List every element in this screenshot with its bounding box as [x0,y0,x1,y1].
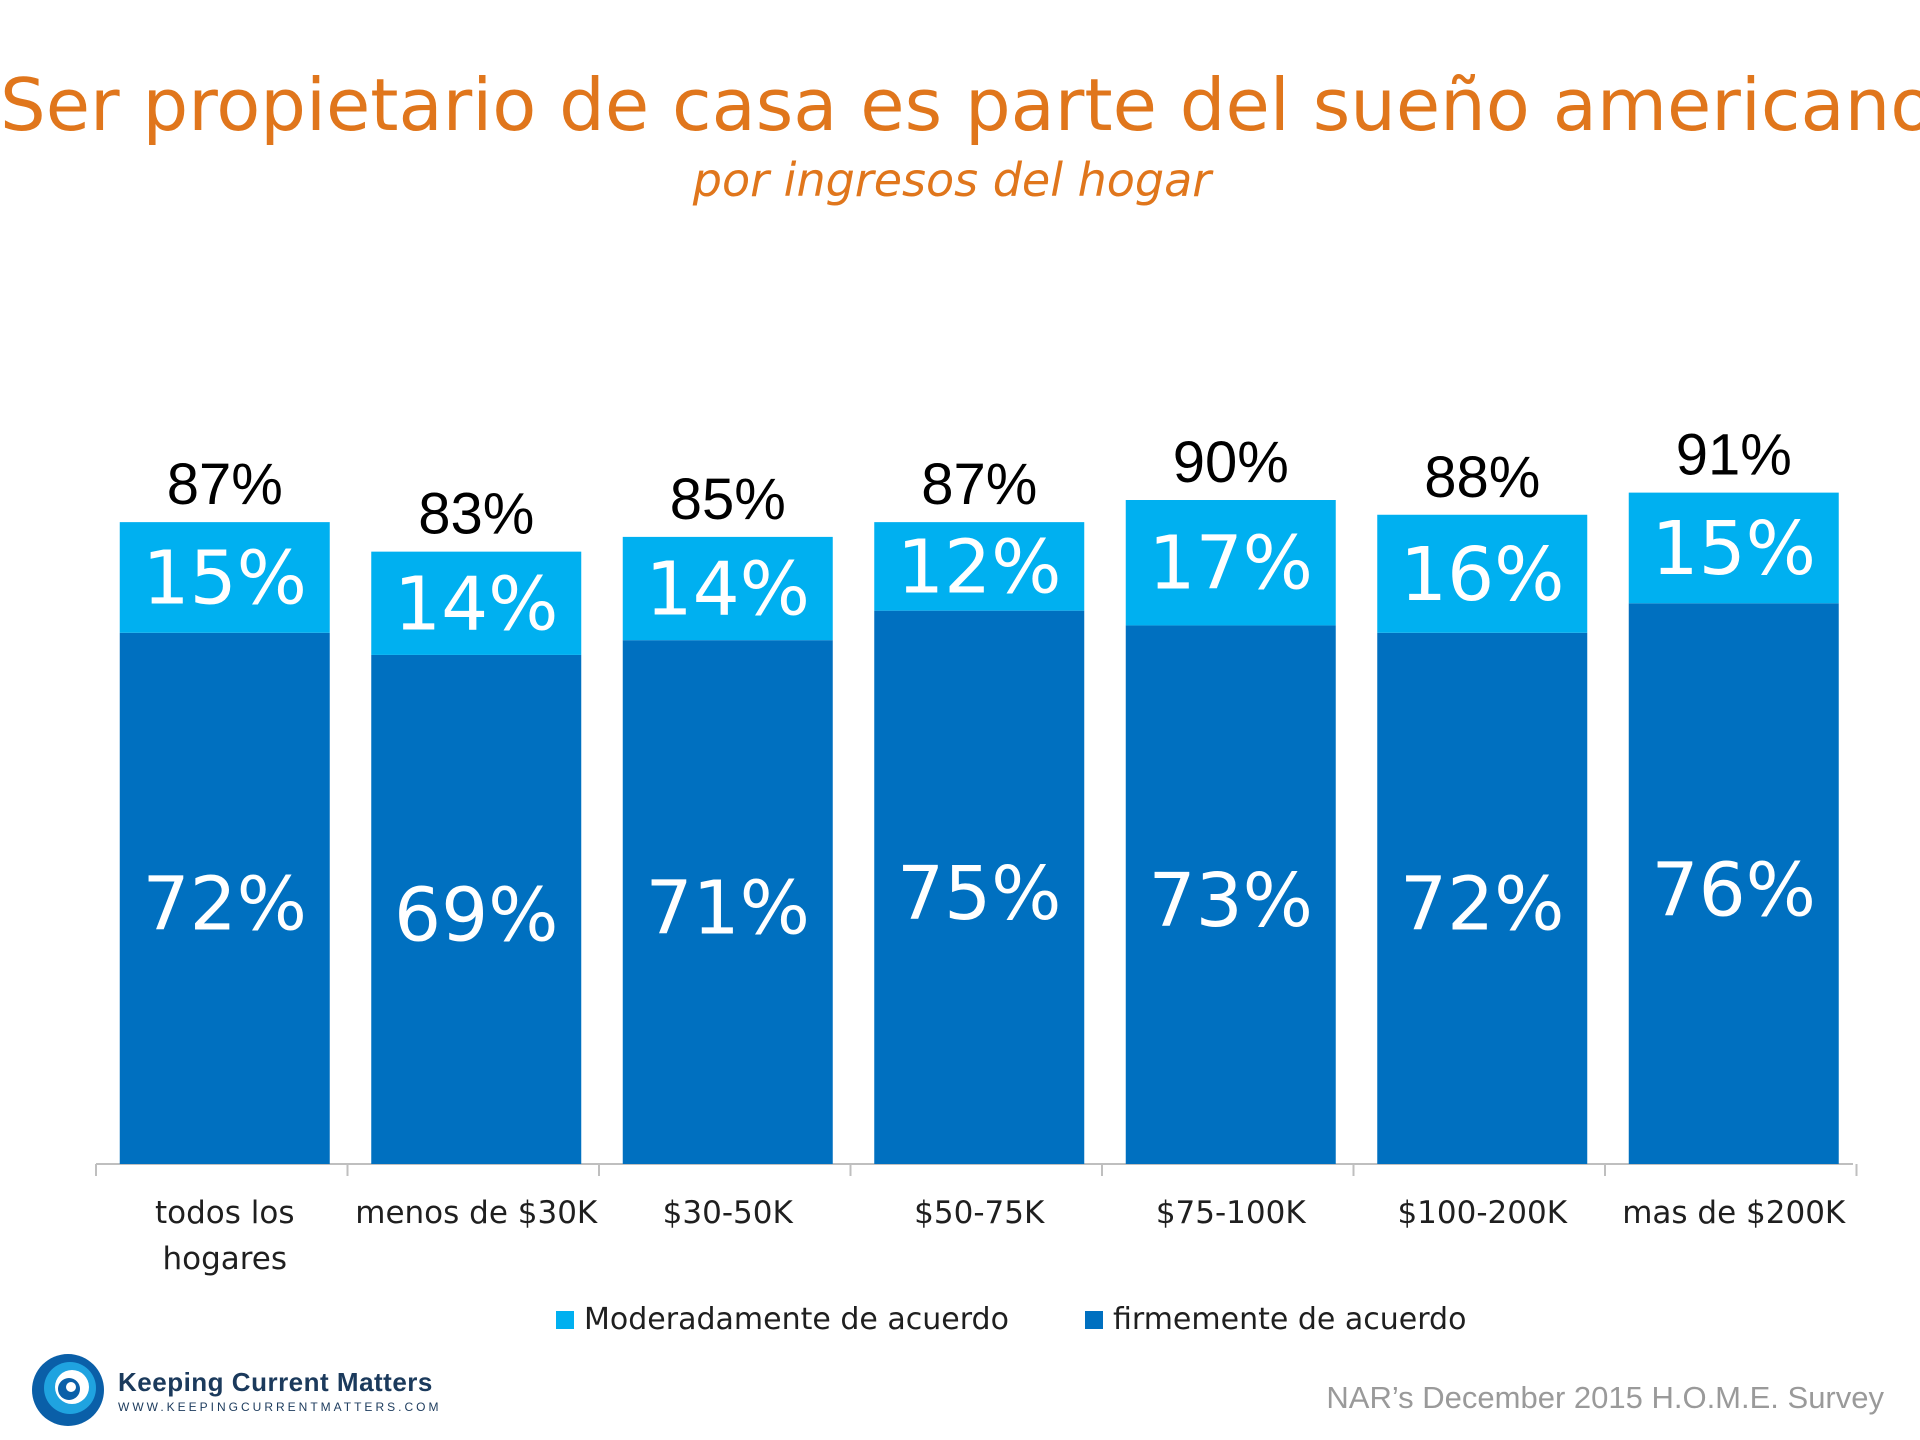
source-note: NAR’s December 2015 H.O.M.E. Survey [1326,1380,1884,1415]
data-label-strong: 72% [143,862,307,948]
x-tick-label: hogares [162,1241,287,1277]
chart-title: Ser propietario de casa es parte del sue… [0,63,1920,147]
data-label-strong: 75% [897,851,1061,937]
data-label-moderate: 12% [897,524,1061,610]
bar-strong [1628,603,1839,1164]
legend-item-strong: firmemente de acuerdo [1085,1302,1466,1337]
data-label-total: 85% [670,467,786,532]
x-tick-label: todos los [155,1195,295,1231]
swirl-logo-icon [32,1354,104,1426]
company-logo: Keeping Current Matters WWW.KEEPINGCURRE… [30,1352,441,1428]
x-tick-label: $30-50K [663,1195,794,1231]
x-tick-label: menos de $30K [355,1195,598,1231]
data-label-total: 88% [1424,445,1540,510]
data-label-total: 87% [167,452,283,517]
data-label-strong: 71% [646,865,810,951]
legend-label-moderate: Moderadamente de acuerdo [584,1302,1009,1337]
data-label-strong: 73% [1149,858,1313,944]
bar-strong [1377,632,1588,1164]
legend-swatch-moderate [556,1310,574,1329]
data-label-strong: 72% [1400,862,1564,948]
bar-moderate [371,551,582,655]
x-tick-label: $75-100K [1156,1195,1307,1231]
logo-name: Keeping Current Matters [118,1366,433,1397]
legend-swatch-strong [1085,1310,1103,1329]
data-label-total: 87% [921,452,1037,517]
data-label-moderate: 14% [394,561,558,647]
data-label-total: 91% [1676,423,1792,488]
x-tick-label: $100-200K [1397,1195,1567,1231]
data-label-moderate: 15% [143,535,307,621]
data-label-moderate: 17% [1149,521,1313,607]
bar-strong [874,610,1085,1164]
data-label-moderate: 16% [1400,532,1564,618]
bar-moderate [1377,514,1588,633]
bar-strong [371,654,582,1164]
data-label-total: 90% [1173,430,1289,495]
data-label-total: 83% [418,482,534,547]
bar-moderate [874,522,1085,611]
bar-moderate [622,536,833,641]
legend-item-moderate: Moderadamente de acuerdo [556,1302,1009,1337]
x-tick-label: $50-75K [914,1195,1045,1231]
bar-moderate [119,522,330,633]
data-label-moderate: 15% [1652,506,1816,592]
legend-label-strong: firmemente de acuerdo [1113,1302,1467,1337]
bar-moderate [1125,500,1336,626]
data-label-strong: 69% [394,873,558,959]
data-label-strong: 76% [1652,847,1816,933]
bar-moderate [1628,492,1839,604]
logo-url: WWW.KEEPINGCURRENTMATTERS.COM [118,1399,442,1414]
bar-strong [622,640,833,1164]
bar-strong [1125,625,1336,1164]
bar-strong [119,632,330,1164]
chart-subtitle: por ingresos del hogar [692,153,1212,207]
x-tick-label: mas de $200K [1622,1195,1846,1231]
data-label-moderate: 14% [646,547,810,633]
